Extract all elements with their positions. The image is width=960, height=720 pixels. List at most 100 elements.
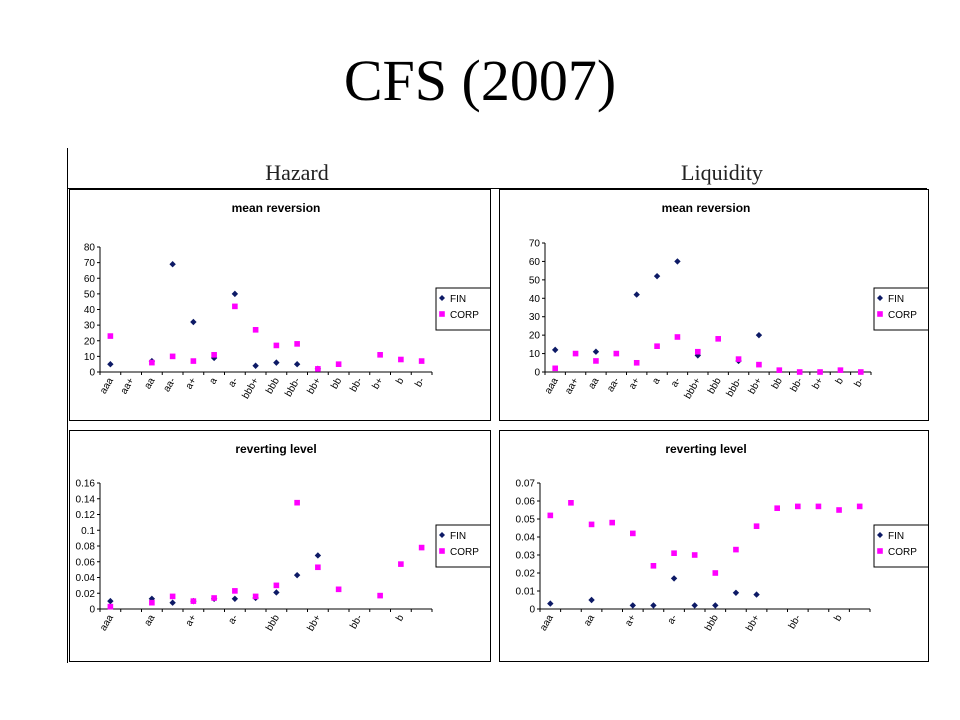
x-tick-label: b <box>834 376 847 387</box>
y-tick-label: 0.02 <box>76 589 96 600</box>
y-tick-label: 10 <box>529 349 541 360</box>
fin-point <box>712 602 719 609</box>
x-tick-label: b- <box>852 376 866 389</box>
corp-point <box>377 592 383 599</box>
legend-fin-marker <box>877 295 883 301</box>
x-tick-label: bbb- <box>283 376 303 399</box>
corp-point <box>149 359 155 366</box>
corp-point <box>796 369 803 375</box>
x-tick-label: b <box>394 613 407 624</box>
corp-point <box>712 570 719 576</box>
x-tick-label: aa <box>142 613 157 629</box>
hazard-reverting-level-chart: reverting level 0 0.02 0.04 0.06 0.08 0.1 0.12 0… <box>76 442 490 633</box>
x-tick-label: a- <box>226 613 240 626</box>
legend-fin-label: FIN <box>888 531 904 542</box>
x-tick-label: bb <box>770 376 785 392</box>
x-tick-label: a- <box>666 613 680 626</box>
figure-header-divider <box>67 188 927 189</box>
corp-point <box>836 507 842 513</box>
legend-fin-marker <box>439 295 445 301</box>
y-tick-label: 70 <box>84 258 96 269</box>
corp-point <box>169 593 176 600</box>
legend-corp-label: CORP <box>450 547 479 558</box>
x-tick-label: bb+ <box>305 376 323 396</box>
legend-fin-label: FIN <box>888 294 904 305</box>
corp-point <box>294 341 300 347</box>
y-tick-label: 40 <box>529 294 541 305</box>
y-tick-label: 0 <box>89 605 95 616</box>
corp-point <box>633 359 640 366</box>
y-tick-label: 0 <box>534 368 540 379</box>
y-tick-label: 0.07 <box>516 479 536 490</box>
x-tick-label: bb+ <box>747 376 765 396</box>
corp-point <box>695 348 701 355</box>
x-tick-label: aa <box>586 376 601 392</box>
fin-point <box>293 571 301 579</box>
corp-point <box>107 333 114 339</box>
x-tick-label: bb <box>329 376 344 392</box>
legend-fin-label: FIN <box>450 531 466 542</box>
fin-point <box>293 360 301 368</box>
corp-point <box>418 544 425 551</box>
corp-point <box>572 350 579 357</box>
fin-point <box>753 591 760 598</box>
corp-point <box>774 505 780 511</box>
x-tick-label: a <box>207 376 220 387</box>
fin-point <box>273 589 280 596</box>
corp-point <box>817 369 823 375</box>
fin-point <box>190 318 197 326</box>
corp-point <box>613 350 620 357</box>
fin-point <box>629 602 637 609</box>
y-tick-label: 0.02 <box>516 569 536 580</box>
y-tick-label: 0 <box>89 368 95 379</box>
corp-point <box>630 530 636 537</box>
x-tick-label: a- <box>669 376 683 389</box>
hazard-mean-reversion-panel: mean reversion 0 10 20 30 40 50 60 70 80 aaa aa+ aa a… <box>69 189 491 421</box>
y-tick-label: 30 <box>529 312 541 323</box>
y-tick-label: 10 <box>84 352 96 363</box>
x-tick-label: aa <box>142 376 157 392</box>
y-tick-label: 0.08 <box>76 542 96 553</box>
y-tick-label: 70 <box>529 239 541 250</box>
corp-point <box>674 334 681 340</box>
fin-point <box>633 291 640 298</box>
chart-title: reverting level <box>665 442 746 456</box>
y-tick-label: 0.05 <box>516 515 536 526</box>
y-tick-label: 0.03 <box>516 551 536 562</box>
y-tick-label: 40 <box>84 305 96 316</box>
legend-corp-marker <box>877 311 883 317</box>
column-title-liquidity: Liquidity <box>681 160 763 185</box>
corp-point <box>671 550 677 556</box>
x-tick-label: bbb+ <box>240 376 261 401</box>
corp-point <box>753 523 760 529</box>
corp-point <box>169 353 176 360</box>
x-tick-label: a <box>650 376 663 387</box>
figure: Hazard Liquidity mean reversion 0 10 20 30 40… <box>67 148 929 663</box>
y-tick-label: 20 <box>84 336 96 347</box>
corp-point <box>211 595 217 601</box>
x-tick-label: bbb <box>706 376 724 396</box>
corp-point <box>568 500 574 506</box>
legend-box <box>435 524 490 568</box>
corp-point <box>273 582 280 589</box>
y-tick-label: 20 <box>529 331 541 342</box>
corp-point <box>252 327 259 333</box>
x-tick-label: bb+ <box>744 613 762 633</box>
corp-point <box>252 593 259 600</box>
corp-point <box>858 369 864 375</box>
corp-point <box>691 552 698 558</box>
x-tick-label: aaa <box>98 376 116 396</box>
corp-point <box>715 336 721 342</box>
corp-point <box>776 367 783 373</box>
x-tick-label: bb+ <box>305 613 323 633</box>
fin-point <box>210 354 218 362</box>
corp-point <box>211 352 217 358</box>
y-tick-label: 0.04 <box>76 573 96 584</box>
fin-point <box>547 600 554 607</box>
corp-point <box>107 603 114 610</box>
slide-title: CFS (2007) <box>343 48 617 113</box>
chart-title: mean reversion <box>662 201 751 215</box>
x-tick-label: b- <box>413 376 427 389</box>
